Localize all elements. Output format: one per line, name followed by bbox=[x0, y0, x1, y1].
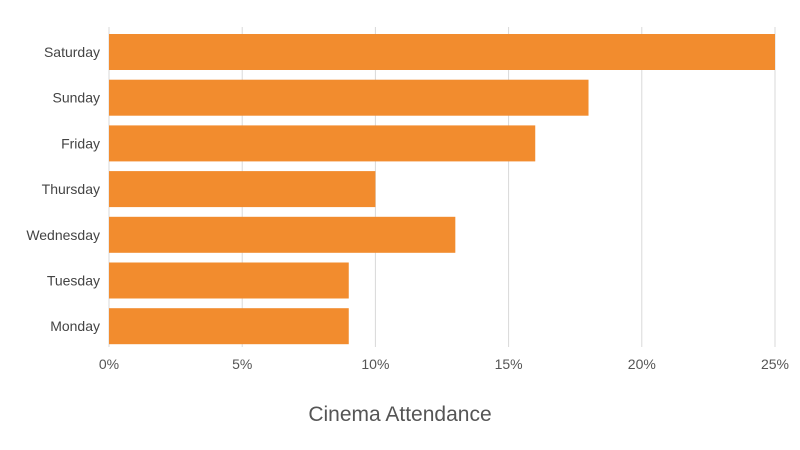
bar-saturday bbox=[109, 34, 775, 70]
x-tick-label: 20% bbox=[628, 356, 656, 372]
bar-thursday bbox=[109, 171, 376, 208]
bar-wednesday bbox=[109, 216, 456, 253]
bar-monday bbox=[109, 308, 349, 345]
category-labels: Saturday Sunday Friday Thursday Wednesday Tue… bbox=[26, 44, 100, 334]
category-label-friday: Friday bbox=[61, 135, 100, 151]
category-label-monday: Monday bbox=[50, 318, 100, 334]
x-tick-label: 15% bbox=[495, 356, 523, 372]
bar-friday bbox=[109, 125, 536, 162]
bar-tuesday bbox=[109, 262, 349, 299]
x-tick-label: 10% bbox=[361, 356, 389, 372]
x-tick-label: 25% bbox=[761, 356, 789, 372]
x-tick-label: 0% bbox=[99, 356, 119, 372]
category-label-thursday: Thursday bbox=[42, 181, 100, 197]
x-tick-label: 5% bbox=[232, 356, 252, 372]
category-label-tuesday: Tuesday bbox=[47, 273, 100, 289]
category-label-saturday: Saturday bbox=[44, 44, 100, 60]
x-axis-title: Cinema Attendance bbox=[308, 403, 491, 426]
category-label-sunday: Sunday bbox=[53, 90, 100, 106]
bar-sunday bbox=[109, 79, 589, 116]
bars bbox=[109, 34, 775, 345]
category-label-wednesday: Wednesday bbox=[26, 227, 100, 243]
x-tick-labels: 0% 5% 10% 15% 20% 25% bbox=[99, 356, 789, 372]
